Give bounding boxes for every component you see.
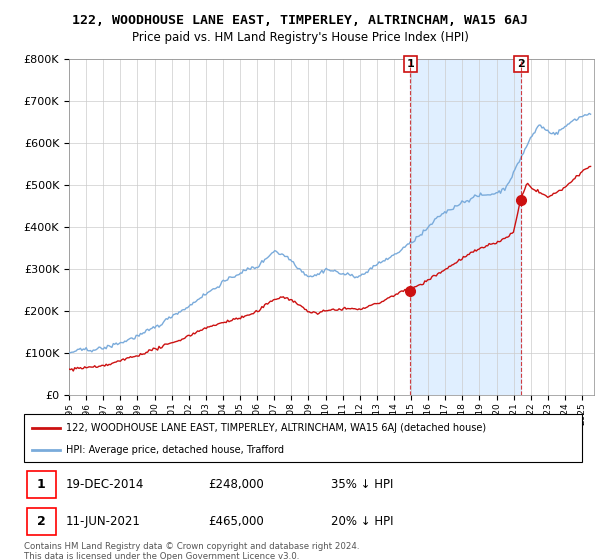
Bar bbox=[27, 508, 56, 535]
Text: 1: 1 bbox=[37, 478, 46, 491]
Text: 122, WOODHOUSE LANE EAST, TIMPERLEY, ALTRINCHAM, WA15 6AJ: 122, WOODHOUSE LANE EAST, TIMPERLEY, ALT… bbox=[72, 14, 528, 27]
Text: HPI: Average price, detached house, Trafford: HPI: Average price, detached house, Traf… bbox=[66, 445, 284, 455]
Text: 35% ↓ HPI: 35% ↓ HPI bbox=[331, 478, 393, 491]
Text: 2: 2 bbox=[517, 59, 525, 69]
Text: 19-DEC-2014: 19-DEC-2014 bbox=[66, 478, 144, 491]
Text: 2: 2 bbox=[37, 515, 46, 528]
Text: 20% ↓ HPI: 20% ↓ HPI bbox=[331, 515, 394, 528]
Bar bbox=[410, 59, 521, 395]
Bar bbox=[27, 470, 56, 498]
Text: £465,000: £465,000 bbox=[208, 515, 264, 528]
Text: £248,000: £248,000 bbox=[208, 478, 264, 491]
Text: 122, WOODHOUSE LANE EAST, TIMPERLEY, ALTRINCHAM, WA15 6AJ (detached house): 122, WOODHOUSE LANE EAST, TIMPERLEY, ALT… bbox=[66, 423, 486, 433]
Text: Price paid vs. HM Land Registry's House Price Index (HPI): Price paid vs. HM Land Registry's House … bbox=[131, 31, 469, 44]
Text: 11-JUN-2021: 11-JUN-2021 bbox=[66, 515, 141, 528]
Text: Contains HM Land Registry data © Crown copyright and database right 2024.
This d: Contains HM Land Registry data © Crown c… bbox=[24, 542, 359, 560]
Text: 1: 1 bbox=[406, 59, 414, 69]
